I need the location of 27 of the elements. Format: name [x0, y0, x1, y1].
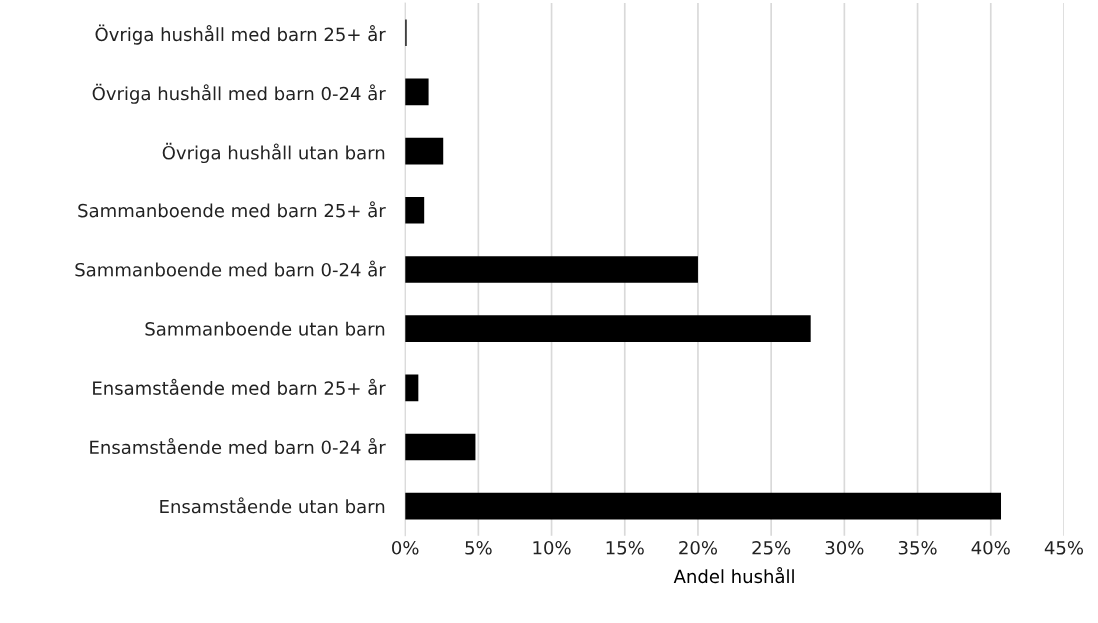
x-tick-label: 5% [465, 540, 492, 555]
y-tick-label: Sammanboende utan barn [145, 321, 385, 336]
bar [405, 433, 476, 461]
x-axis-title: Andel hushåll [673, 567, 794, 584]
x-tick-label: 20% [679, 540, 718, 555]
y-tick-label: Sammanboende med barn 0-24 år [75, 260, 386, 277]
bar [405, 78, 429, 106]
x-tick-label: 45% [1044, 540, 1084, 555]
bar [405, 256, 698, 283]
x-tick-label: 25% [752, 540, 791, 555]
bar [405, 492, 1002, 520]
y-tick-label: Sammanboende med barn 25+ år [78, 201, 386, 218]
y-tick-label: Ensamstående utan barn [160, 497, 385, 514]
x-tick-label: 15% [606, 540, 644, 555]
y-tick-label: Ensamstående med barn 0-24 år [90, 438, 386, 455]
x-tick-label: 35% [898, 540, 937, 555]
x-tick-label: 40% [971, 540, 1010, 555]
bar [405, 196, 425, 224]
y-tick-label: Ensamstående med barn 25+ år [93, 378, 386, 395]
x-tick-label: 0% [392, 540, 419, 555]
y-tick-label: Övriga hushåll utan barn [162, 142, 385, 164]
x-tick-label: 30% [825, 540, 864, 555]
x-tick-label: 10% [533, 540, 571, 555]
y-tick-label: Övriga hushåll med barn 25+ år [95, 24, 386, 45]
bar [405, 137, 444, 165]
bar [405, 315, 811, 342]
y-tick-label: Övriga hushåll med barn 0-24 år [92, 83, 386, 104]
